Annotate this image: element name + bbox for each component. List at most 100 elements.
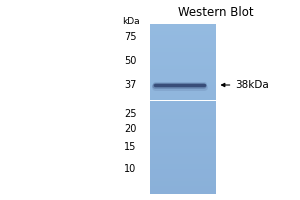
- Bar: [150, 115, 216, 116]
- Bar: [150, 133, 216, 134]
- Bar: [150, 96, 216, 98]
- Bar: [150, 167, 216, 168]
- Bar: [150, 140, 216, 142]
- Bar: [150, 147, 216, 149]
- Bar: [150, 156, 216, 157]
- Bar: [150, 109, 216, 110]
- Bar: [150, 52, 216, 54]
- Bar: [150, 102, 216, 103]
- Bar: [150, 40, 216, 41]
- Bar: [150, 146, 216, 147]
- Bar: [150, 168, 216, 170]
- Bar: [150, 51, 216, 52]
- Bar: [150, 48, 216, 49]
- Bar: [150, 32, 216, 34]
- Bar: [150, 108, 216, 109]
- Bar: [150, 181, 216, 183]
- Text: 10: 10: [124, 164, 136, 174]
- Bar: [150, 93, 216, 95]
- Bar: [150, 129, 216, 130]
- Bar: [150, 78, 216, 79]
- Bar: [150, 150, 216, 152]
- Bar: [150, 130, 216, 132]
- Bar: [150, 85, 216, 86]
- Bar: [150, 99, 216, 100]
- Bar: [150, 64, 216, 65]
- Bar: [150, 159, 216, 160]
- Bar: [150, 144, 216, 146]
- Bar: [150, 89, 216, 91]
- Bar: [150, 86, 216, 88]
- Bar: [150, 91, 216, 92]
- Bar: [150, 81, 216, 82]
- Bar: [150, 92, 216, 93]
- Bar: [150, 79, 216, 81]
- Bar: [150, 55, 216, 57]
- Bar: [150, 171, 216, 173]
- Bar: [150, 132, 216, 133]
- Bar: [150, 186, 216, 187]
- Bar: [150, 68, 216, 69]
- Bar: [150, 82, 216, 84]
- Bar: [150, 136, 216, 137]
- Bar: [150, 103, 216, 105]
- Text: 37: 37: [124, 80, 136, 90]
- Bar: [150, 163, 216, 164]
- Bar: [150, 74, 216, 75]
- Bar: [150, 100, 216, 102]
- Bar: [150, 27, 216, 28]
- Bar: [150, 160, 216, 161]
- Bar: [150, 88, 216, 89]
- Bar: [150, 143, 216, 144]
- Bar: [150, 44, 216, 45]
- Bar: [150, 61, 216, 62]
- Bar: [150, 119, 216, 120]
- Bar: [150, 24, 216, 25]
- Bar: [150, 188, 216, 190]
- Bar: [150, 122, 216, 123]
- Text: 15: 15: [124, 142, 136, 152]
- Bar: [150, 184, 216, 186]
- Text: 50: 50: [124, 56, 136, 66]
- Bar: [150, 154, 216, 156]
- Bar: [150, 62, 216, 64]
- Bar: [150, 71, 216, 72]
- Bar: [150, 66, 216, 68]
- Bar: [150, 69, 216, 71]
- Bar: [150, 34, 216, 35]
- Text: kDa: kDa: [122, 17, 140, 25]
- Bar: [150, 166, 216, 167]
- Text: 25: 25: [124, 109, 136, 119]
- Bar: [150, 57, 216, 58]
- Bar: [150, 98, 216, 99]
- Text: 75: 75: [124, 32, 136, 42]
- Bar: [150, 38, 216, 40]
- Bar: [150, 50, 216, 51]
- Bar: [150, 152, 216, 153]
- Bar: [150, 28, 216, 30]
- Bar: [150, 47, 216, 48]
- Bar: [150, 31, 216, 32]
- Bar: [150, 187, 216, 188]
- Bar: [150, 180, 216, 181]
- Text: Western Blot: Western Blot: [178, 6, 254, 19]
- Bar: [150, 164, 216, 166]
- Bar: [150, 178, 216, 180]
- Bar: [150, 65, 216, 66]
- Bar: [150, 30, 216, 31]
- Bar: [150, 117, 216, 119]
- Bar: [150, 75, 216, 76]
- Bar: [150, 157, 216, 159]
- Bar: [150, 112, 216, 113]
- Bar: [150, 59, 216, 61]
- Bar: [150, 105, 216, 106]
- Bar: [150, 83, 216, 85]
- Bar: [150, 120, 216, 122]
- Bar: [150, 139, 216, 140]
- Bar: [150, 149, 216, 150]
- Bar: [150, 190, 216, 191]
- Bar: [150, 137, 216, 139]
- Bar: [150, 116, 216, 117]
- Bar: [150, 161, 216, 163]
- Bar: [150, 127, 216, 129]
